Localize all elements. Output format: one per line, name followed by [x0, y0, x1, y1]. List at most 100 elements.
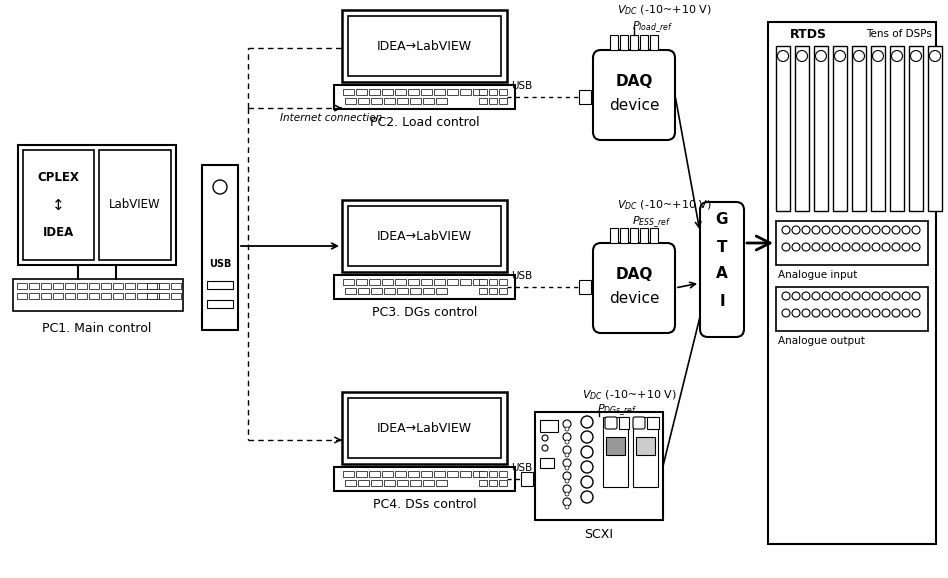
Text: SCXI: SCXI — [585, 528, 613, 540]
Bar — [540, 458, 554, 468]
Bar — [473, 471, 484, 477]
Bar — [606, 437, 625, 455]
Bar — [99, 150, 171, 260]
Bar — [473, 279, 484, 285]
Circle shape — [542, 435, 548, 441]
Text: $P_{ESS\_ref}$: $P_{ESS\_ref}$ — [632, 214, 671, 229]
Circle shape — [862, 226, 870, 234]
Circle shape — [842, 309, 850, 317]
Bar — [479, 279, 487, 285]
Bar — [147, 283, 157, 289]
Bar — [630, 35, 638, 50]
Bar — [928, 46, 942, 211]
Circle shape — [832, 226, 840, 234]
Circle shape — [792, 309, 800, 317]
Bar — [421, 89, 432, 95]
Bar — [421, 279, 432, 285]
Bar — [348, 398, 501, 458]
Text: ↕: ↕ — [52, 198, 64, 213]
Circle shape — [782, 243, 790, 251]
Bar — [342, 200, 507, 272]
Bar — [171, 283, 181, 289]
Bar — [334, 467, 515, 491]
Bar — [489, 279, 497, 285]
Text: USB: USB — [511, 81, 533, 91]
Bar — [137, 293, 147, 299]
Bar — [369, 279, 380, 285]
Bar — [479, 480, 487, 486]
Bar — [137, 283, 147, 289]
Bar — [489, 89, 497, 95]
Bar — [579, 90, 591, 104]
Circle shape — [581, 416, 593, 428]
Bar — [460, 279, 471, 285]
Bar — [434, 89, 445, 95]
Bar — [489, 471, 497, 477]
Bar — [776, 287, 928, 331]
Circle shape — [872, 50, 884, 61]
Bar — [53, 283, 63, 289]
Circle shape — [842, 243, 850, 251]
Text: $V_{DC}$ (-10~+10 V): $V_{DC}$ (-10~+10 V) — [616, 3, 711, 17]
Bar — [460, 89, 471, 95]
Circle shape — [852, 292, 860, 300]
Text: RTDS: RTDS — [790, 28, 827, 40]
Bar — [348, 206, 501, 266]
Bar — [460, 471, 471, 477]
Bar — [410, 288, 421, 294]
Circle shape — [832, 243, 840, 251]
Bar — [619, 417, 629, 429]
Bar — [479, 471, 487, 477]
Text: $P_{DGs\_ref}$: $P_{DGs\_ref}$ — [597, 402, 637, 418]
Bar — [382, 279, 393, 285]
Bar — [358, 98, 369, 104]
Bar — [795, 46, 809, 211]
Circle shape — [777, 50, 789, 61]
Bar — [77, 293, 87, 299]
Bar — [640, 35, 648, 50]
Circle shape — [581, 476, 593, 488]
Bar — [610, 228, 618, 243]
Text: USB: USB — [511, 271, 533, 281]
Circle shape — [812, 226, 820, 234]
Bar — [345, 480, 356, 486]
Circle shape — [853, 50, 865, 61]
Bar — [369, 89, 380, 95]
Bar — [397, 480, 408, 486]
Bar — [17, 293, 27, 299]
Bar — [384, 288, 395, 294]
FancyBboxPatch shape — [633, 417, 645, 429]
Bar — [149, 293, 159, 299]
Circle shape — [832, 292, 840, 300]
Bar — [871, 46, 885, 211]
Text: IDEA→LabVIEW: IDEA→LabVIEW — [377, 39, 472, 53]
Bar — [814, 46, 828, 211]
Circle shape — [912, 226, 920, 234]
Circle shape — [822, 226, 830, 234]
Bar — [343, 279, 354, 285]
Bar — [447, 279, 458, 285]
Circle shape — [542, 445, 548, 451]
Text: $V_{DC}$ (-10~+10 V): $V_{DC}$ (-10~+10 V) — [616, 198, 711, 212]
Bar — [650, 228, 658, 243]
Bar — [358, 288, 369, 294]
Bar — [89, 283, 99, 289]
Text: PC3. DGs control: PC3. DGs control — [372, 306, 477, 320]
Bar — [408, 471, 419, 477]
FancyBboxPatch shape — [700, 202, 744, 337]
Bar — [369, 471, 380, 477]
Bar — [382, 89, 393, 95]
Text: I: I — [720, 294, 725, 309]
Circle shape — [872, 292, 880, 300]
Bar — [499, 279, 507, 285]
Bar — [358, 480, 369, 486]
Circle shape — [796, 50, 808, 61]
Circle shape — [563, 498, 571, 506]
Bar — [371, 480, 382, 486]
Bar — [65, 283, 75, 289]
Bar — [334, 275, 515, 299]
Circle shape — [912, 243, 920, 251]
Circle shape — [563, 459, 571, 467]
Circle shape — [565, 440, 569, 444]
Bar — [77, 283, 87, 289]
